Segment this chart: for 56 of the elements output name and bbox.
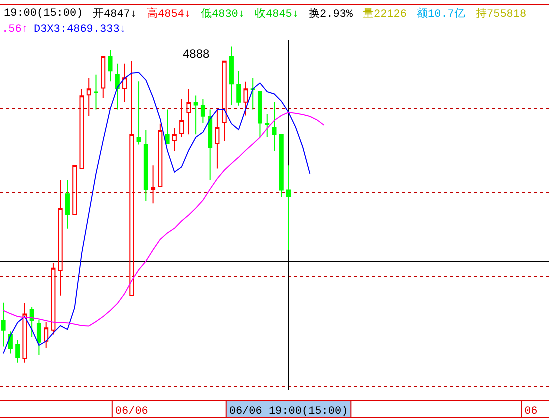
candlestick <box>94 74 98 110</box>
candlestick <box>180 98 184 138</box>
candlestick <box>244 81 248 116</box>
text: D3X3:4869.333↓ <box>34 24 126 36</box>
text: 额10.7亿 <box>417 7 466 21</box>
candlestick <box>265 114 270 138</box>
candlestick <box>272 102 277 152</box>
candlestick <box>51 262 56 336</box>
candlestick <box>115 63 120 110</box>
candlestick <box>101 56 106 98</box>
text: 持755818 <box>476 8 527 21</box>
x-tick-label: 06/06 19:00(15:00) <box>229 406 348 418</box>
candlestick <box>122 63 128 103</box>
candlestick <box>236 70 242 106</box>
annotation: 4888 <box>183 47 210 61</box>
candlestick <box>250 78 256 110</box>
candlestick <box>229 46 234 106</box>
candlestick <box>22 302 28 364</box>
text: 低4830↓ <box>201 8 246 21</box>
candlestick <box>36 320 42 356</box>
candlestick <box>200 98 206 124</box>
candlestick <box>108 50 113 82</box>
text: 19:00(15:00) <box>4 8 84 20</box>
candlestick <box>65 180 70 230</box>
text: 量22126 <box>363 8 408 21</box>
candlestick <box>172 128 177 152</box>
candlestick <box>208 109 213 181</box>
text: .56↑ <box>2 24 28 36</box>
text: 高4854↓ <box>147 7 192 21</box>
text: 开4847↓ <box>93 8 138 21</box>
candlestick <box>158 123 163 188</box>
candlestick <box>16 340 20 364</box>
candlestick <box>130 60 134 296</box>
candlestick <box>258 92 262 138</box>
candlestick <box>215 109 220 170</box>
candlestick <box>58 180 63 296</box>
x-tick-label: 06/06 <box>115 406 148 418</box>
candlestick <box>1 302 6 348</box>
candlestick <box>136 81 142 146</box>
candlestick <box>186 88 192 136</box>
x-tick-label: 06 <box>524 406 538 418</box>
candlestick <box>151 165 156 204</box>
candlestick <box>144 130 148 202</box>
candlestick <box>30 306 34 338</box>
candlestick <box>165 109 170 144</box>
candlestick <box>44 322 49 349</box>
candlestick <box>80 88 84 170</box>
candlestick <box>194 95 198 136</box>
candlestick <box>8 331 13 354</box>
text: 换2.93% <box>309 8 354 21</box>
candlestick <box>222 60 227 142</box>
candlestick <box>72 165 78 216</box>
candlestick <box>279 134 284 198</box>
candlestick <box>286 165 292 251</box>
text: 收4845↓ <box>255 8 300 21</box>
candlestick <box>86 78 92 117</box>
